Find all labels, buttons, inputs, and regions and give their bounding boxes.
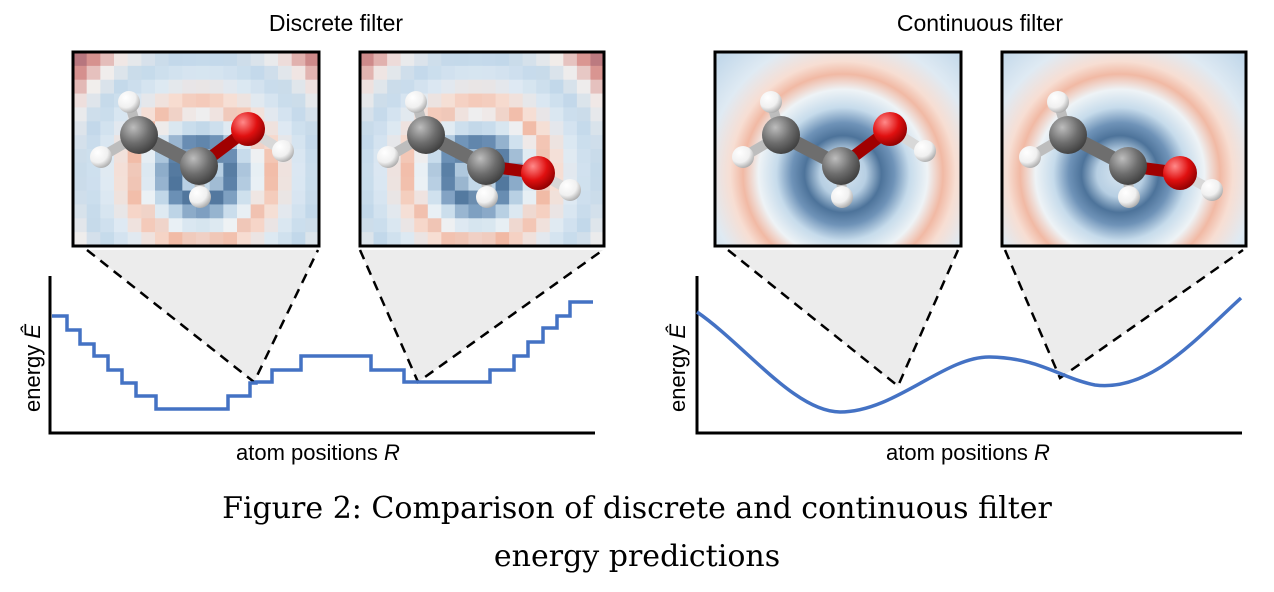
left-panel-title: Discrete filter bbox=[268, 10, 404, 36]
figure-caption-line-1: Figure 2: Comparison of discrete and con… bbox=[222, 491, 1052, 526]
discrete-energy-curve bbox=[52, 300, 593, 411]
zoom-funnel-right-1-edges bbox=[727, 249, 960, 388]
right-axes bbox=[695, 276, 1242, 435]
continuous-energy-curve bbox=[696, 296, 1243, 414]
left-x-axis-label: atom positions R bbox=[236, 440, 400, 465]
right-x-axis-label: atom positions R bbox=[886, 440, 1050, 465]
left-axes bbox=[48, 276, 595, 435]
figure-caption-line-2: energy predictions bbox=[493, 539, 781, 574]
molecule-ethanol-right-1 bbox=[732, 91, 936, 208]
zoom-funnel-right-2 bbox=[1005, 250, 1243, 378]
molecule-ethanol-left-1 bbox=[90, 91, 294, 208]
zoom-funnel-right-2-edges bbox=[1003, 248, 1244, 380]
left-y-axis-label: energy Ê bbox=[20, 323, 45, 412]
molecule-ethanol-right-2 bbox=[1019, 91, 1223, 208]
discrete-filter-map-1 bbox=[73, 52, 320, 247]
right-panel-title: Continuous filter bbox=[896, 10, 1064, 36]
right-y-axis-label: energy Ê bbox=[665, 323, 690, 412]
molecule-ethanol-left-2 bbox=[377, 91, 581, 208]
zoom-funnel-right-1 bbox=[728, 250, 958, 386]
zoom-funnel-left-2 bbox=[360, 250, 603, 382]
zoom-funnel-left-1 bbox=[87, 250, 318, 382]
